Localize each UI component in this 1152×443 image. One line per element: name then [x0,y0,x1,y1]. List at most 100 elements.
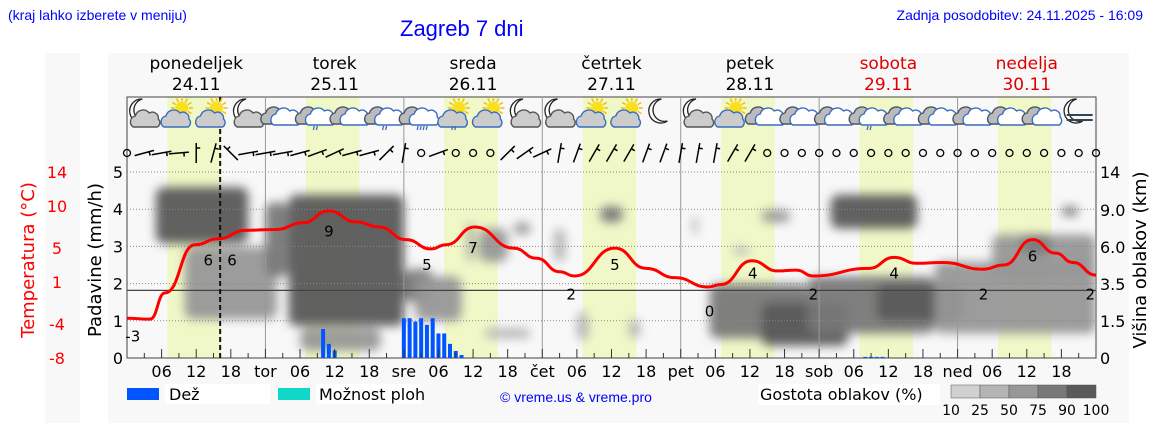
x-tick-label: sob [805,362,833,381]
sun-ray [729,98,733,103]
density-swatch [1037,384,1068,399]
moon-cloud-icon [682,98,715,128]
x-tick-label: 18 [913,362,933,381]
temperature-label: 2 [566,285,576,303]
x-tick-label: 12 [463,362,483,381]
cloud-blob [478,228,508,262]
wind-barb-icon [500,145,516,161]
wind-barb-icon [238,150,259,157]
wind-barb-icon [134,149,155,157]
cloud-rain-light-icon [364,106,405,131]
sun-ray [634,98,638,103]
sun-ray [452,98,456,103]
cloud-rain-heavy-icon [398,106,440,131]
temperature-label: -3 [125,328,140,346]
legend-label-bg [165,384,270,404]
cloud-blob [553,228,566,262]
density-level: 10 [942,403,960,419]
density-swatch [979,384,1010,399]
cloud-height-tick: 1.5 [1100,312,1125,331]
legend-label-bg [316,384,421,404]
cloud-height-tick: 9.0 [1100,201,1125,220]
day-date: 30.11 [1002,75,1051,95]
rain-drop [419,125,422,131]
sun-ray [222,101,227,106]
x-tick-label: 06 [705,362,725,381]
sun-cloud-icon [160,97,193,128]
day-date: 24.11 [172,75,221,95]
credit-link: © vreme.us & vreme.pro [500,389,652,405]
wind-calm-icon [1005,148,1014,158]
wind-barb-icon [151,150,172,157]
rain-bar [448,343,452,358]
showers-legend-swatch [278,388,310,400]
cloud-icon [986,106,1028,126]
temperature-tick: 10 [47,197,67,216]
wind-calm-icon [1057,148,1066,158]
rain-bar [401,318,406,358]
cloud-shape [195,109,226,128]
wind-calm-icon [122,148,132,158]
rain-bar [880,356,885,358]
cloud-shape [575,109,607,128]
moon-shape [648,98,668,124]
temperature-tick: 5 [52,239,62,258]
x-tick-label: 18 [1051,362,1071,381]
precipitation-tick: 3 [113,237,123,256]
cloud-shape [160,109,192,128]
day-name: sobota [860,54,918,74]
temperature-label: 4 [889,265,899,283]
cloud-icon [260,106,301,126]
sun-cloud-icon [471,97,505,128]
rain-drop [451,125,454,131]
temperature-label: 0 [705,302,715,320]
temperature-label: 6 [227,252,237,270]
cloud-blob [934,261,1096,334]
day-name: petek [726,54,774,74]
cloud-blob [265,202,289,277]
weather-icons [129,97,1093,131]
x-tick-label: 18 [636,362,656,381]
wind-barb-icon [726,143,739,163]
sun-ray [496,98,500,103]
wind-barb-icon [255,150,276,157]
wind-calm-icon [988,148,997,158]
cloud-blob [992,234,1096,277]
wind-calm-icon [780,148,789,158]
wind-barb-icon [210,143,219,163]
day-date: 27.11 [587,75,636,95]
sun-ray [448,101,454,106]
cloud-blob [415,276,462,321]
x-tick-label: 12 [1017,362,1037,381]
x-tick-label: 12 [601,362,621,381]
cloud-icon [952,106,994,126]
sun-ray [637,110,642,115]
rain-drop [381,125,385,131]
showers-legend-label: Možnost ploh [319,385,425,404]
x-tick-label: 18 [497,362,517,381]
precipitation-tick: 0 [113,349,123,368]
cloud-shape [683,109,715,128]
cloud-blob [830,194,918,229]
day-name: četrtek [581,54,642,74]
cloud-density-label: Gostota oblakov (%) [760,385,923,404]
temperature-label: 5 [422,256,432,274]
wind-barb-icon [359,149,380,157]
x-tick-label: 06 [844,362,864,381]
wind-barb-icon [378,145,395,161]
sun-ray [741,110,746,115]
cloud-icon [744,106,786,126]
cloud-blob [761,210,791,223]
wind-calm-icon [797,148,806,158]
sun-ray [461,98,465,103]
precipitation-tick: 4 [113,200,123,219]
wind-calm-icon [866,148,876,158]
sun-ray [591,98,595,103]
rain-bar [436,333,441,358]
cloud-blob [628,319,641,339]
density-swatch [1066,384,1097,399]
cloud-icon [779,106,821,126]
x-tick-label: čet [530,362,555,381]
density-swatch [1008,384,1039,399]
